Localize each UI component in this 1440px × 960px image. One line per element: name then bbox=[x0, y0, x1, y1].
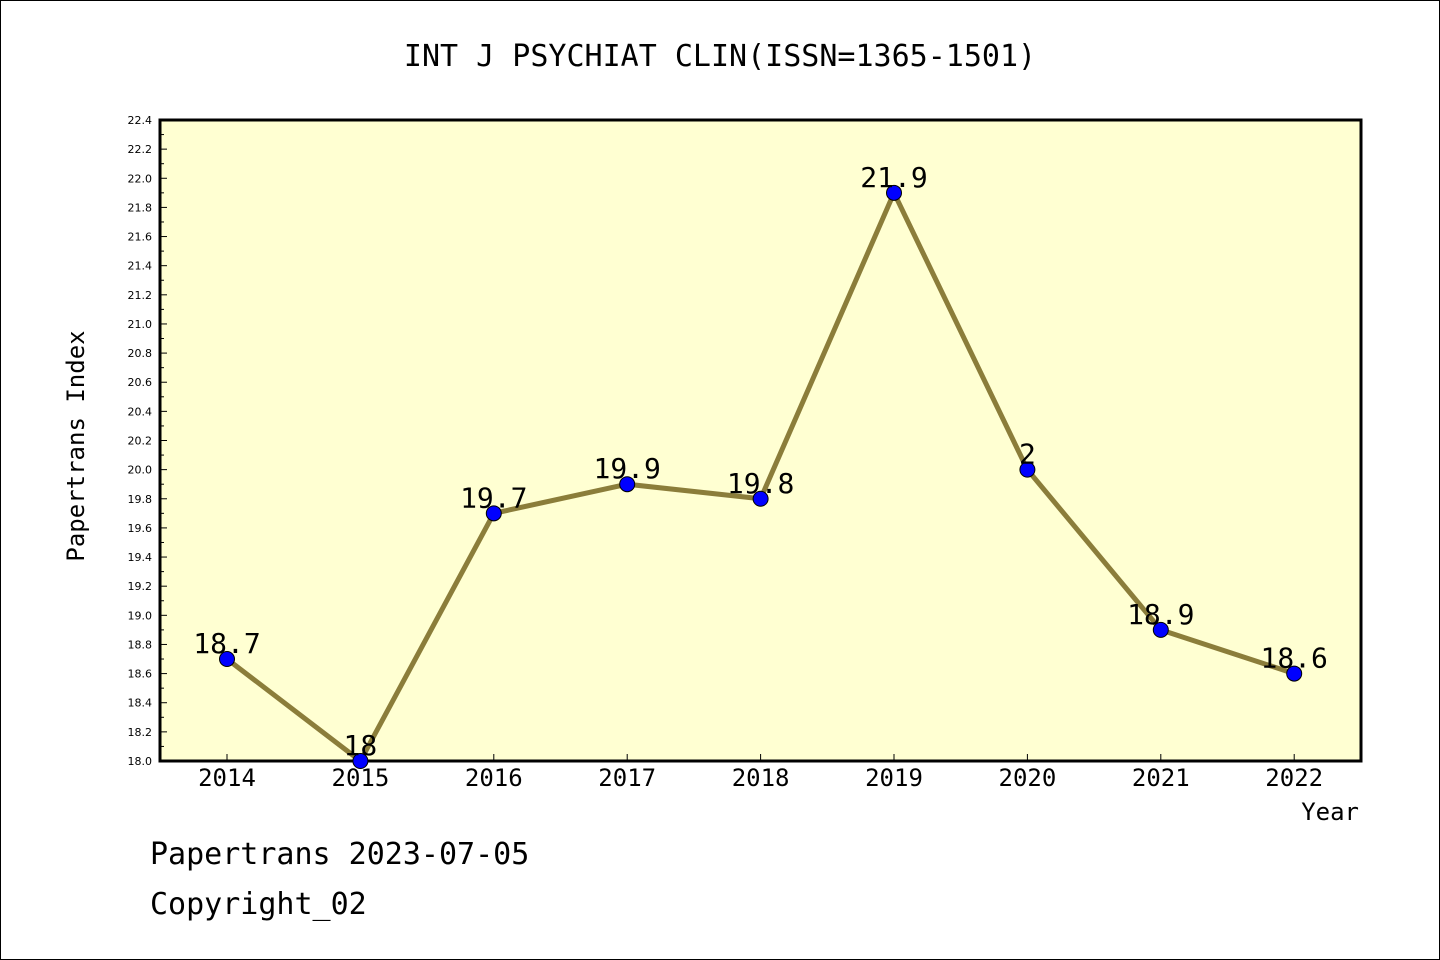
y-tick-label: 18.0 bbox=[128, 755, 153, 768]
data-label: 2 bbox=[1019, 438, 1036, 471]
data-point bbox=[619, 476, 636, 493]
y-tick-label: 19.8 bbox=[128, 493, 153, 506]
x-tick-label: 2019 bbox=[865, 764, 923, 792]
data-points bbox=[219, 184, 1303, 769]
y-tick-label: 21.6 bbox=[128, 231, 153, 244]
plot-area bbox=[158, 118, 1363, 763]
data-label: 18 bbox=[344, 729, 378, 762]
y-tick-label: 20.4 bbox=[128, 405, 153, 418]
chart-title: INT J PSYCHIAT CLIN(ISSN=1365-1501) bbox=[404, 39, 1036, 74]
x-tick-label: 2021 bbox=[1132, 764, 1190, 792]
y-tick-label: 21.4 bbox=[128, 260, 153, 273]
y-tick-label: 21.0 bbox=[128, 318, 153, 331]
y-tick-label: 18.4 bbox=[128, 697, 153, 710]
x-tick-label: 2022 bbox=[1265, 764, 1323, 792]
y-tick-label: 21.2 bbox=[128, 289, 153, 302]
data-point bbox=[752, 490, 769, 507]
data-point bbox=[485, 505, 502, 522]
x-tick-label: 2014 bbox=[198, 764, 256, 792]
x-tick-label: 2017 bbox=[598, 764, 656, 792]
data-label: 21.9 bbox=[860, 161, 927, 194]
data-label: 18.6 bbox=[1260, 642, 1327, 675]
x-tick-label: 2018 bbox=[732, 764, 790, 792]
data-point bbox=[1152, 621, 1169, 638]
x-axis: 2014 2015 2016 2017 2018 2019 2020 2021 2022 bbox=[198, 754, 1323, 792]
y-tick-label: 19.2 bbox=[128, 580, 153, 593]
y-tick-label: 21.8 bbox=[128, 201, 153, 214]
y-tick-label: 20.6 bbox=[128, 376, 153, 389]
data-point bbox=[219, 651, 235, 668]
y-tick-label: 22.0 bbox=[128, 172, 153, 185]
y-tick-label: 22.2 bbox=[128, 143, 153, 156]
data-label: 19.8 bbox=[727, 467, 794, 500]
x-tick-label: 2016 bbox=[465, 764, 523, 792]
y-tick-label: 18.8 bbox=[128, 638, 153, 651]
y-axis-title: Papertrans Index bbox=[62, 330, 90, 561]
data-label: 18.9 bbox=[1127, 598, 1194, 631]
x-tick-label: 2020 bbox=[999, 764, 1057, 792]
data-label: 19.9 bbox=[593, 452, 660, 485]
data-labels: 18.7 18 19.7 19.9 19.8 21.9 2 18.9 18.6 bbox=[193, 161, 1328, 762]
y-tick-label: 20.8 bbox=[128, 347, 153, 360]
y-tick-label: 22.4 bbox=[128, 114, 153, 127]
data-point bbox=[886, 184, 902, 201]
footer-date: Papertrans 2023-07-05 bbox=[150, 837, 529, 872]
y-tick-label: 20.2 bbox=[128, 435, 153, 448]
data-label: 18.7 bbox=[193, 627, 260, 660]
y-tick-label: 18.2 bbox=[128, 726, 153, 739]
y-tick-label: 19.0 bbox=[128, 609, 153, 622]
footer-copyright: Copyright_02 bbox=[150, 887, 367, 922]
data-point bbox=[1019, 461, 1036, 478]
data-label: 19.7 bbox=[460, 481, 527, 514]
data-point bbox=[1286, 665, 1303, 682]
data-point bbox=[352, 753, 369, 769]
y-axis: 18.0 18.2 18.4 18.6 18.8 19.0 19.2 19.4 19.6 19.8… bbox=[128, 114, 167, 768]
y-tick-label: 19.4 bbox=[128, 551, 153, 564]
y-tick-label: 20.0 bbox=[128, 464, 153, 477]
y-tick-label: 19.6 bbox=[128, 522, 153, 535]
y-tick-label: 18.6 bbox=[128, 668, 153, 681]
x-axis-title: Year bbox=[1301, 798, 1359, 826]
